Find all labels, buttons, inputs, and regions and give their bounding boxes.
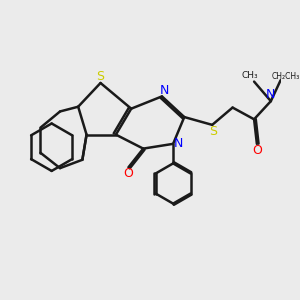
Text: N: N bbox=[266, 88, 275, 101]
Text: O: O bbox=[252, 143, 262, 157]
Text: N: N bbox=[160, 84, 169, 97]
Text: S: S bbox=[97, 70, 104, 83]
Text: CH₂CH₃: CH₂CH₃ bbox=[272, 71, 300, 80]
Text: CH₃: CH₃ bbox=[242, 71, 258, 80]
Text: N: N bbox=[173, 137, 183, 150]
Text: S: S bbox=[210, 125, 218, 138]
Text: O: O bbox=[124, 167, 134, 180]
